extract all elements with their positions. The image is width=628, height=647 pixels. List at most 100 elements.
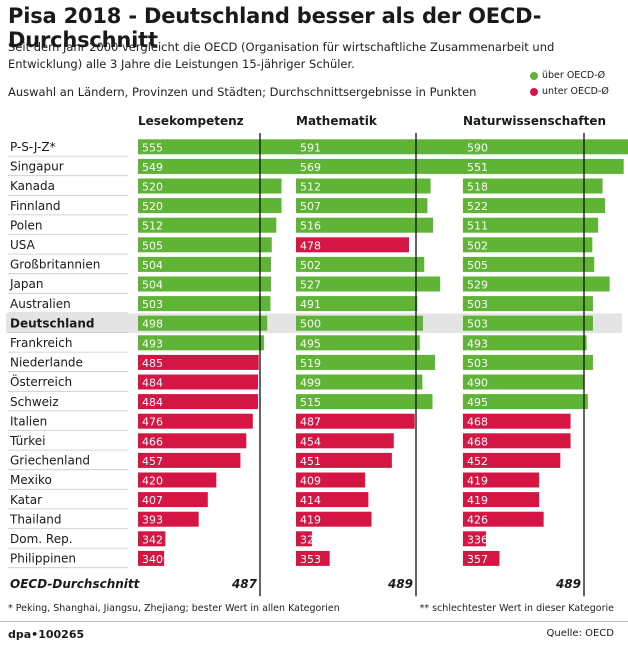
category-label: Italien	[10, 414, 47, 428]
legend-below-label: unter OECD-Ø	[542, 86, 609, 97]
bar-value-label: 419	[300, 514, 321, 527]
bar	[138, 276, 272, 292]
bar	[463, 217, 599, 233]
subtitle-line-2: Entwicklung) alle 3 Jahre die Leistungen…	[8, 57, 355, 71]
bar	[296, 550, 330, 566]
bar	[463, 531, 487, 547]
category-label: Singapur	[10, 160, 64, 174]
category-label: Großbritannien	[10, 258, 100, 272]
bar	[296, 492, 369, 508]
bar	[463, 276, 610, 292]
bar-value-label: 500	[300, 318, 321, 331]
bar-value-label: 476	[142, 416, 163, 429]
category-label: Türkei	[9, 434, 45, 448]
bar-value-label: 452	[467, 455, 488, 468]
category-label: Japan	[9, 277, 43, 291]
bar	[463, 296, 593, 312]
bar-value-label: 590	[467, 141, 488, 154]
category-label: Kanada	[10, 179, 55, 193]
category-label: USA	[10, 238, 36, 252]
bar-value-label: 419	[467, 494, 488, 507]
bar	[138, 178, 282, 194]
bar	[296, 511, 372, 527]
bar-value-label: 507	[300, 200, 321, 213]
bar	[138, 335, 264, 351]
bar-value-label: 451	[300, 455, 321, 468]
bar-value-label: 454	[300, 435, 321, 448]
bar	[138, 374, 259, 390]
bar-value-label: 503	[142, 298, 163, 311]
category-label: Dom. Rep.	[10, 532, 73, 546]
bar	[296, 296, 418, 312]
bar-value-label: 569	[300, 161, 321, 174]
bar-value-label: 490	[467, 377, 488, 390]
bar	[138, 217, 277, 233]
category-label: Frankreich	[10, 336, 72, 350]
bar-value-label: 419	[467, 475, 488, 488]
bar-value-label: 503	[467, 357, 488, 370]
bar-value-label: 591	[300, 141, 321, 154]
bar	[463, 198, 606, 214]
category-label: Griechenland	[10, 454, 90, 468]
bar-value-label: 468	[467, 416, 488, 429]
bar-value-label: 485	[142, 357, 163, 370]
bar-value-label: 518	[467, 181, 488, 194]
bar-value-label: 504	[142, 279, 163, 292]
category-label: Finnland	[10, 199, 60, 213]
bar-value-label: 555	[142, 141, 163, 154]
category-label: Thailand	[9, 512, 62, 526]
bar	[138, 492, 208, 508]
bar-value-label: 342	[142, 533, 163, 546]
subtitle-line-1: Seit dem Jahr 2000 vergleicht die OECD (…	[8, 40, 555, 54]
bar	[138, 452, 241, 468]
bar	[463, 452, 561, 468]
bar-value-label: 495	[300, 337, 321, 350]
column-header: Lesekompetenz	[138, 114, 244, 128]
bar-value-label: 491	[300, 298, 321, 311]
bar-value-label: 484	[142, 377, 163, 390]
bar-value-label: 527	[300, 279, 321, 292]
bar-value-label: 511	[467, 220, 488, 233]
oecd-average-value: 487	[231, 577, 258, 591]
bar-value-label: 466	[142, 435, 163, 448]
category-label: Österreich	[10, 373, 72, 389]
bar	[138, 413, 253, 429]
bar	[463, 433, 571, 449]
bar	[296, 335, 420, 351]
category-label: P-S-J-Z*	[10, 140, 56, 154]
bar	[296, 452, 392, 468]
bar	[138, 237, 272, 253]
source: Quelle: OECD	[546, 628, 615, 639]
bar-value-label: 493	[142, 337, 163, 350]
bar	[296, 139, 481, 155]
bar	[463, 511, 544, 527]
bar	[296, 315, 423, 331]
bar-value-label: 414	[300, 494, 321, 507]
bar-value-label: 353	[300, 553, 321, 566]
category-label: Australien	[10, 297, 71, 311]
subtitle-line-3: Auswahl an Ländern, Provinzen und Städte…	[8, 85, 477, 99]
bar	[296, 178, 431, 194]
bar-value-label: 516	[300, 220, 321, 233]
bar-value-label: 393	[142, 514, 163, 527]
bar	[138, 354, 259, 370]
category-label: Mexiko	[10, 473, 52, 487]
legend-above-dot-icon	[530, 71, 538, 80]
bar	[296, 198, 428, 214]
bar	[296, 354, 436, 370]
category-label: Katar	[10, 493, 42, 507]
bar	[463, 178, 603, 194]
bar	[138, 296, 271, 312]
bar-value-label: 520	[142, 200, 163, 213]
bar-value-label: 495	[467, 396, 488, 409]
bar-value-label: 502	[300, 259, 321, 272]
bar-value-label: 420	[142, 475, 163, 488]
bar-value-label: 551	[467, 161, 488, 174]
bar	[296, 394, 433, 410]
category-label: Polen	[10, 218, 42, 232]
bar	[296, 276, 441, 292]
legend-below: unter OECD-Ø	[530, 86, 609, 97]
bar	[463, 354, 593, 370]
bar-value-label: 512	[142, 220, 163, 233]
bar	[463, 394, 588, 410]
